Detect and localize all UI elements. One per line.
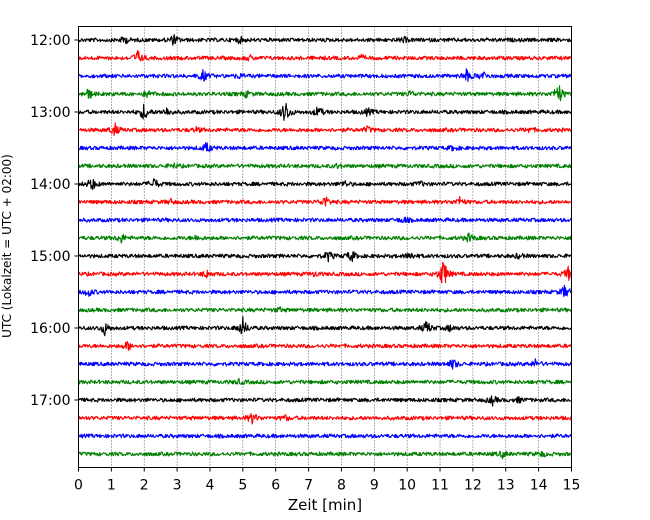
x-tick-label: 13 bbox=[497, 478, 515, 494]
y-tick-label: 17:00 bbox=[30, 393, 70, 409]
seismogram-trace bbox=[77, 284, 572, 298]
x-tick-label: 14 bbox=[530, 478, 548, 494]
seismogram-trace bbox=[77, 232, 572, 244]
seismogram-trace bbox=[77, 34, 573, 46]
seismogram-trace bbox=[77, 261, 572, 284]
seismogram-trace bbox=[77, 50, 572, 62]
plot-frame bbox=[78, 26, 572, 468]
seismogram-trace bbox=[77, 316, 572, 337]
seismogram-trace bbox=[77, 377, 573, 386]
x-tick-label: 10 bbox=[398, 478, 416, 494]
seismogram-trace bbox=[77, 102, 573, 121]
y-tick-label: 13:00 bbox=[30, 105, 70, 121]
y-tick-label: 16:00 bbox=[30, 321, 70, 337]
seismogram-trace bbox=[78, 306, 572, 313]
x-axis-label: Zeit [min] bbox=[288, 496, 362, 514]
seismogram-trace bbox=[78, 216, 572, 224]
seismogram-trace bbox=[77, 68, 573, 83]
seismogram-trace bbox=[78, 122, 572, 136]
y-tick-label: 12:00 bbox=[30, 33, 70, 49]
seismogram-trace bbox=[78, 450, 572, 460]
seismogram-trace bbox=[77, 341, 572, 351]
seismogram-traces bbox=[77, 34, 573, 460]
x-tick-label: 0 bbox=[74, 478, 83, 494]
y-tick-label: 14:00 bbox=[30, 177, 70, 193]
seismogram-trace bbox=[78, 395, 572, 407]
x-tick-label: 15 bbox=[563, 478, 581, 494]
x-tick-label: 9 bbox=[370, 478, 379, 494]
seismogram-trace bbox=[77, 195, 573, 207]
x-tick-label: 2 bbox=[140, 478, 149, 494]
x-tick-label: 11 bbox=[431, 478, 449, 494]
seismogram-trace bbox=[78, 433, 573, 439]
x-tick-label: 8 bbox=[337, 478, 346, 494]
x-tick-label: 6 bbox=[271, 478, 280, 494]
seismogram-trace bbox=[77, 162, 572, 170]
x-tick-label: 12 bbox=[464, 478, 482, 494]
seismogram-trace bbox=[78, 413, 572, 425]
seismogram-trace bbox=[77, 142, 572, 152]
seismogram-trace bbox=[77, 178, 572, 190]
seismogram-trace bbox=[78, 358, 573, 370]
y-axis-ticks: 12:00 13:00 14:00 15:00 16:00 17:00 bbox=[30, 33, 79, 409]
seismogram-trace bbox=[77, 85, 573, 102]
x-tick-label: 4 bbox=[206, 478, 215, 494]
x-tick-label: 3 bbox=[173, 478, 182, 494]
x-tick-label: 5 bbox=[238, 478, 247, 494]
x-tick-label: 7 bbox=[304, 478, 313, 494]
y-axis-label: UTC (Lokalzeit = UTC + 02:00) bbox=[0, 154, 14, 338]
x-tick-label: 1 bbox=[107, 478, 116, 494]
x-axis-ticks: 0 1 2 3 4 5 6 7 8 9 10 11 12 13 14 15 bbox=[74, 467, 581, 494]
seismogram-trace bbox=[78, 251, 572, 263]
y-tick-label: 15:00 bbox=[30, 249, 70, 265]
